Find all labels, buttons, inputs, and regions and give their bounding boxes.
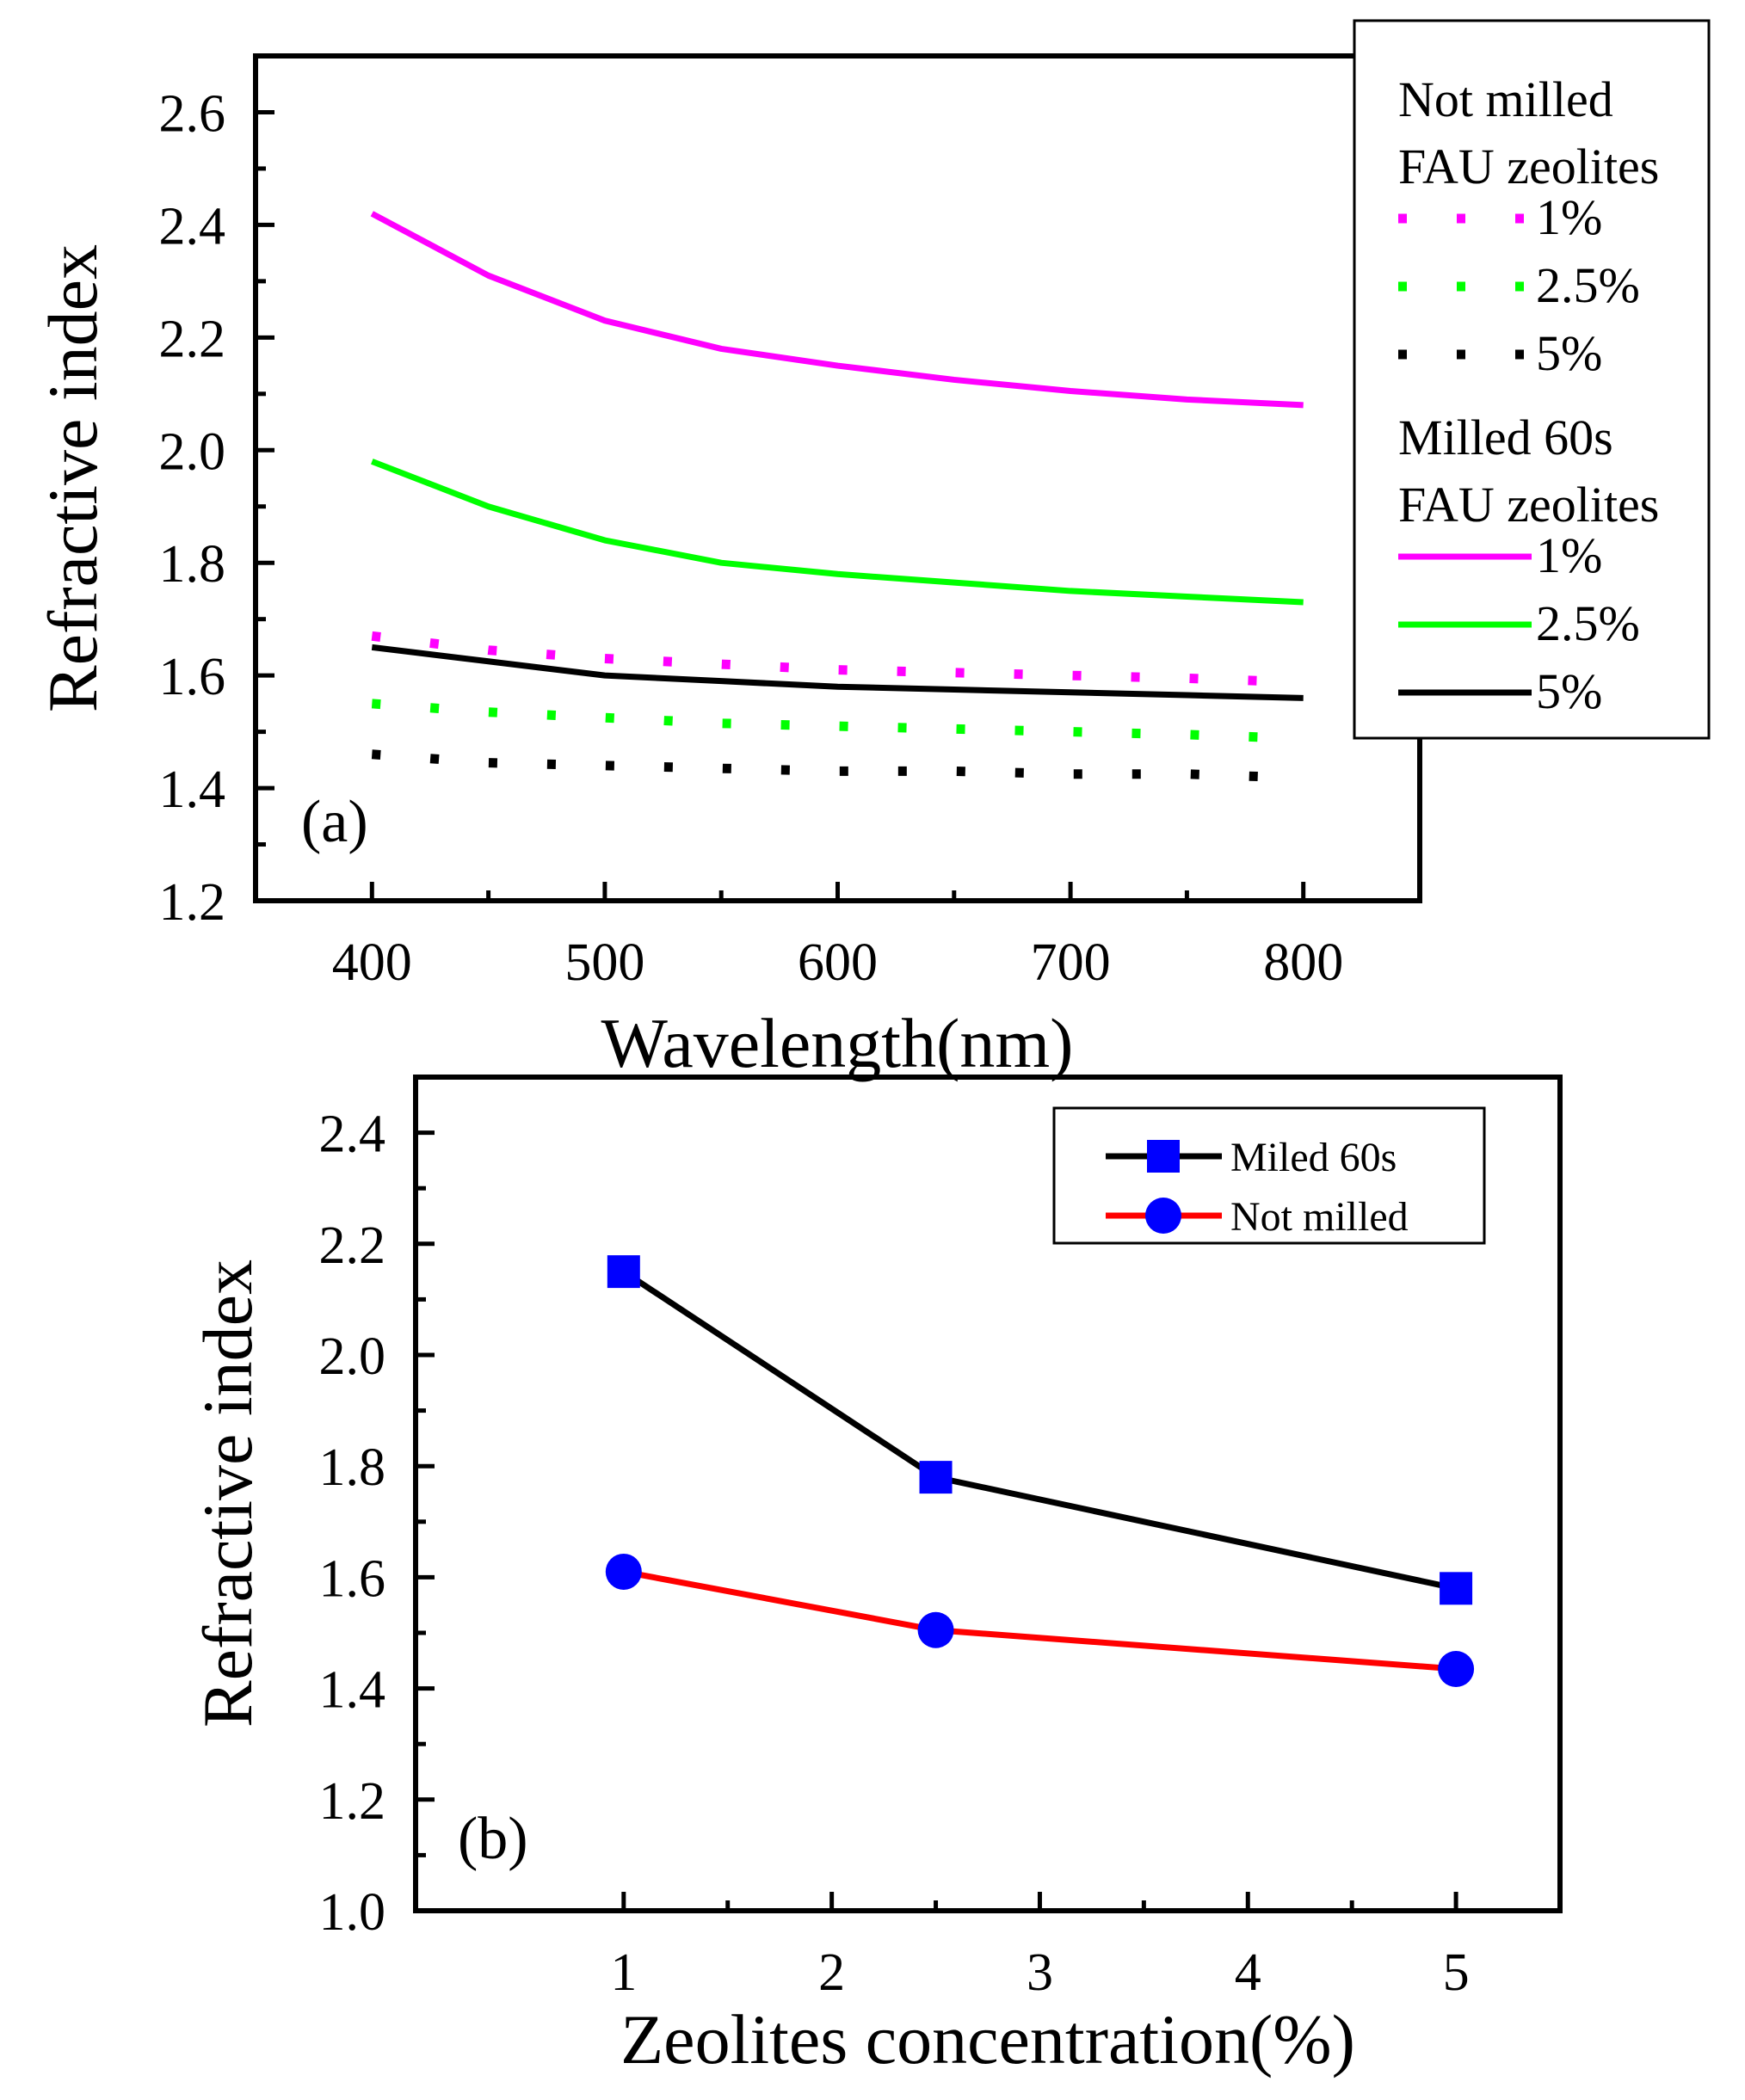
x-tick-label: 4 (1235, 1943, 1261, 2002)
panel-a-frame (253, 53, 1422, 903)
panel-b-chart: 1 2 3 4 5 1.0 1.2 1.4 1.6 1.8 2.0 2.2 2.4 (b) Zeolit… (188, 1075, 1563, 2078)
legend-entry-label: 1% (1536, 189, 1602, 245)
x-tick-label: 500 (564, 933, 644, 992)
y-tick-label: 1.0 (319, 1883, 386, 1942)
data-point-square (1440, 1572, 1473, 1605)
series-line (371, 644, 1304, 701)
y-tick-label: 2.2 (159, 310, 226, 368)
series-line (371, 459, 1304, 606)
series-line (370, 211, 1304, 409)
panel-a-tag: (a) (301, 789, 368, 855)
y-tick-label: 1.8 (159, 535, 226, 594)
panel-b-legend: Miled 60s Not milled (1052, 1106, 1486, 1245)
legend-entry-label: Not milled (1230, 1194, 1409, 1240)
y-tick-label: 1.4 (159, 761, 226, 819)
panel-a-x-axis-title: Wavelength(nm) (601, 1004, 1074, 1082)
x-tick-label: 400 (332, 933, 412, 992)
x-tick-label: 5 (1443, 1943, 1470, 2002)
legend-group-title: Not milled (1398, 71, 1613, 127)
legend-box (1353, 19, 1711, 740)
panel-b-ticks: 1 2 3 4 5 1.0 1.2 1.4 1.6 1.8 2.0 2.2 2.4 (319, 1075, 1563, 2002)
panel-a-legend: Not milled FAU zeolites Milled 60s FAU zeol… (1353, 19, 1711, 740)
y-tick-label: 2.0 (319, 1327, 386, 1386)
legend-box (1052, 1106, 1486, 1245)
series-line (371, 631, 1269, 687)
legend-entry-label: 5% (1536, 663, 1602, 719)
legend-entry-label: 5% (1536, 325, 1602, 381)
y-tick-label: 2.2 (319, 1216, 386, 1275)
y-tick-label: 1.6 (159, 648, 226, 706)
data-point-circle (917, 1611, 954, 1648)
legend-marker (1145, 1198, 1181, 1234)
panel-b-x-axis-title: Zeolites concentration(%) (620, 2000, 1355, 2078)
legend-group-title: Milled 60s (1398, 410, 1613, 465)
panel-a-y-axis-title: Refractive index (34, 244, 112, 712)
y-tick-label: 1.2 (159, 873, 226, 932)
y-tick-label: 1.6 (319, 1549, 386, 1608)
panel-a-series (370, 211, 1304, 782)
x-tick-label: 2 (818, 1943, 845, 2002)
y-tick-label: 1.2 (319, 1772, 386, 1831)
panel-b-tag: (b) (458, 1806, 528, 1872)
panel-b-y-axis-title: Refractive index (188, 1259, 267, 1727)
x-tick-label: 600 (798, 933, 878, 992)
data-point-square (607, 1255, 640, 1289)
x-tick-label: 800 (1263, 933, 1343, 992)
panel-b-frame (413, 1075, 1563, 1913)
panel-a-ticks: 400 500 600 700 800 1.2 1.4 1.6 1.8 2.0 2.2 2.4 2.6 (159, 84, 1344, 992)
data-point-circle (1438, 1650, 1475, 1687)
data-point-circle (605, 1553, 642, 1590)
series-line (623, 1568, 1457, 1672)
x-tick-label: 1 (610, 1943, 637, 2002)
legend-entry-label: 2.5% (1536, 257, 1640, 313)
y-tick-label: 2.6 (159, 84, 226, 143)
data-point-square (919, 1461, 953, 1494)
y-tick-label: 2.4 (159, 197, 226, 256)
y-tick-label: 1.8 (319, 1438, 386, 1497)
y-tick-label: 1.4 (319, 1661, 386, 1720)
y-tick-label: 2.0 (159, 422, 226, 481)
legend-entry-label: 1% (1536, 527, 1602, 583)
x-tick-label: 3 (1027, 1943, 1053, 2002)
y-tick-label: 2.4 (319, 1105, 386, 1164)
series-line (371, 749, 1269, 782)
panel-b-series (605, 1255, 1475, 1687)
legend-marker (1147, 1140, 1180, 1173)
legend-entry-label: 2.5% (1536, 595, 1640, 651)
legend-group-title: FAU zeolites (1398, 139, 1659, 194)
x-tick-label: 700 (1031, 933, 1111, 992)
panel-a-chart: 400 500 600 700 8001.21.41.61.82.02.22.42.6 … (34, 19, 1711, 1082)
legend-group-title: FAU zeolites (1398, 477, 1659, 533)
legend-entry-label: Miled 60s (1230, 1135, 1397, 1180)
series-line (621, 1269, 1457, 1592)
series-line (371, 699, 1269, 742)
